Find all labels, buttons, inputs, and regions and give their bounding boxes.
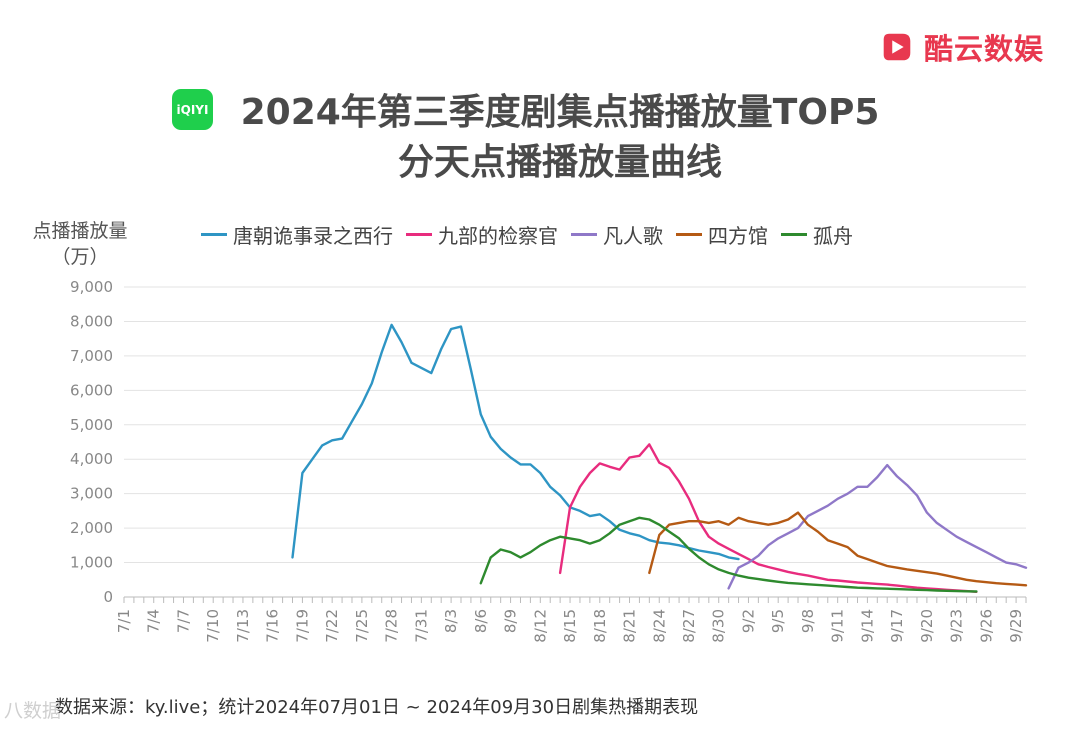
legend-label: 四方馆 bbox=[708, 224, 768, 248]
x-tick-label: 8/12 bbox=[531, 609, 549, 643]
x-tick-label: 7/7 bbox=[174, 609, 192, 633]
series-line bbox=[648, 511, 1028, 587]
brand: 酷云数娱 bbox=[878, 26, 1044, 68]
x-tick-label: 8/9 bbox=[502, 609, 520, 633]
y-tick-label: 6,000 bbox=[70, 381, 113, 399]
y-axis-title: 点播播放量 （万） bbox=[28, 218, 132, 270]
x-tick-label: 8/3 bbox=[442, 609, 460, 633]
legend-swatch bbox=[406, 233, 432, 236]
watermark: 八数据 bbox=[4, 700, 62, 722]
legend-swatch bbox=[781, 233, 807, 236]
x-tick-label: 7/4 bbox=[145, 609, 163, 633]
x-tick-label: 9/14 bbox=[858, 609, 876, 643]
legend-item: 孤舟 bbox=[781, 220, 853, 249]
y-tick-label: 4,000 bbox=[70, 450, 113, 468]
x-tick-label: 7/31 bbox=[412, 609, 430, 643]
x-tick-label: 7/1 bbox=[115, 609, 133, 633]
legend-item: 凡人歌 bbox=[571, 220, 663, 249]
x-tick-label: 8/24 bbox=[650, 609, 668, 643]
x-tick-label: 9/26 bbox=[977, 609, 995, 643]
legend-item: 四方馆 bbox=[676, 220, 768, 249]
x-tick-label: 8/21 bbox=[621, 609, 639, 643]
x-tick-label: 8/30 bbox=[710, 609, 728, 643]
legend-swatch bbox=[676, 233, 702, 236]
chart-legend: 唐朝诡事录之西行 九部的检察官 凡人歌 四方馆 孤舟 bbox=[201, 220, 866, 249]
y-tick-label: 7,000 bbox=[70, 347, 113, 365]
x-tick-label: 9/29 bbox=[1007, 609, 1025, 643]
y-tick-label: 1,000 bbox=[70, 554, 113, 572]
chart-title: 2024年第三季度剧集点播播放量TOP5 分天点播播放量曲线 bbox=[200, 88, 920, 188]
x-tick-label: 7/10 bbox=[204, 609, 222, 643]
y-tick-label: 8,000 bbox=[70, 312, 113, 330]
x-tick-label: 9/5 bbox=[769, 609, 787, 633]
y-tick-label: 2,000 bbox=[70, 519, 113, 537]
x-tick-label: 9/8 bbox=[799, 609, 817, 633]
chart-title-line-1: 2024年第三季度剧集点播播放量TOP5 bbox=[240, 92, 880, 133]
y-tick-label: 3,000 bbox=[70, 485, 113, 503]
x-tick-label: 9/23 bbox=[948, 609, 966, 643]
chart-title-line-2: 分天点播播放量曲线 bbox=[397, 142, 722, 183]
y-axis-title-line-2: （万） bbox=[51, 246, 109, 268]
legend-item: 唐朝诡事录之西行 bbox=[201, 220, 393, 249]
legend-item: 九部的检察官 bbox=[406, 220, 558, 249]
series-line bbox=[727, 463, 1028, 590]
x-tick-label: 7/22 bbox=[323, 609, 341, 643]
series-line bbox=[479, 516, 978, 593]
brand-name: 酷云数娱 bbox=[924, 32, 1045, 66]
x-tick-label: 8/6 bbox=[472, 609, 490, 633]
series-line bbox=[558, 443, 978, 593]
legend-label: 凡人歌 bbox=[603, 224, 663, 248]
x-tick-label: 7/25 bbox=[353, 609, 371, 643]
x-tick-label: 9/17 bbox=[888, 609, 906, 643]
x-tick-label: 9/2 bbox=[739, 609, 757, 633]
data-source-note: 数据来源：ky.live；统计2024年07月01日 ~ 2024年09月30日… bbox=[55, 697, 699, 718]
x-tick-label: 8/15 bbox=[561, 609, 579, 643]
series-line bbox=[291, 323, 740, 561]
x-tick-label: 9/20 bbox=[918, 609, 936, 643]
legend-label: 九部的检察官 bbox=[438, 224, 558, 248]
y-tick-label: 9,000 bbox=[70, 278, 113, 296]
legend-label: 唐朝诡事录之西行 bbox=[233, 224, 393, 248]
y-tick-label: 0 bbox=[103, 588, 113, 606]
x-tick-label: 8/27 bbox=[680, 609, 698, 643]
y-tick-label: 5,000 bbox=[70, 416, 113, 434]
x-tick-label: 7/16 bbox=[264, 609, 282, 643]
x-tick-label: 7/19 bbox=[293, 609, 311, 643]
x-tick-label: 9/11 bbox=[829, 609, 847, 643]
x-tick-label: 8/18 bbox=[591, 609, 609, 643]
y-axis-title-line-1: 点播播放量 bbox=[32, 220, 128, 242]
brand-logo-icon bbox=[883, 33, 911, 61]
legend-swatch bbox=[201, 233, 227, 236]
legend-label: 孤舟 bbox=[813, 224, 853, 248]
x-tick-label: 7/28 bbox=[383, 609, 401, 643]
iqiyi-logo-icon: iQIYI bbox=[172, 89, 213, 130]
x-tick-label: 7/13 bbox=[234, 609, 252, 643]
legend-swatch bbox=[571, 233, 597, 236]
